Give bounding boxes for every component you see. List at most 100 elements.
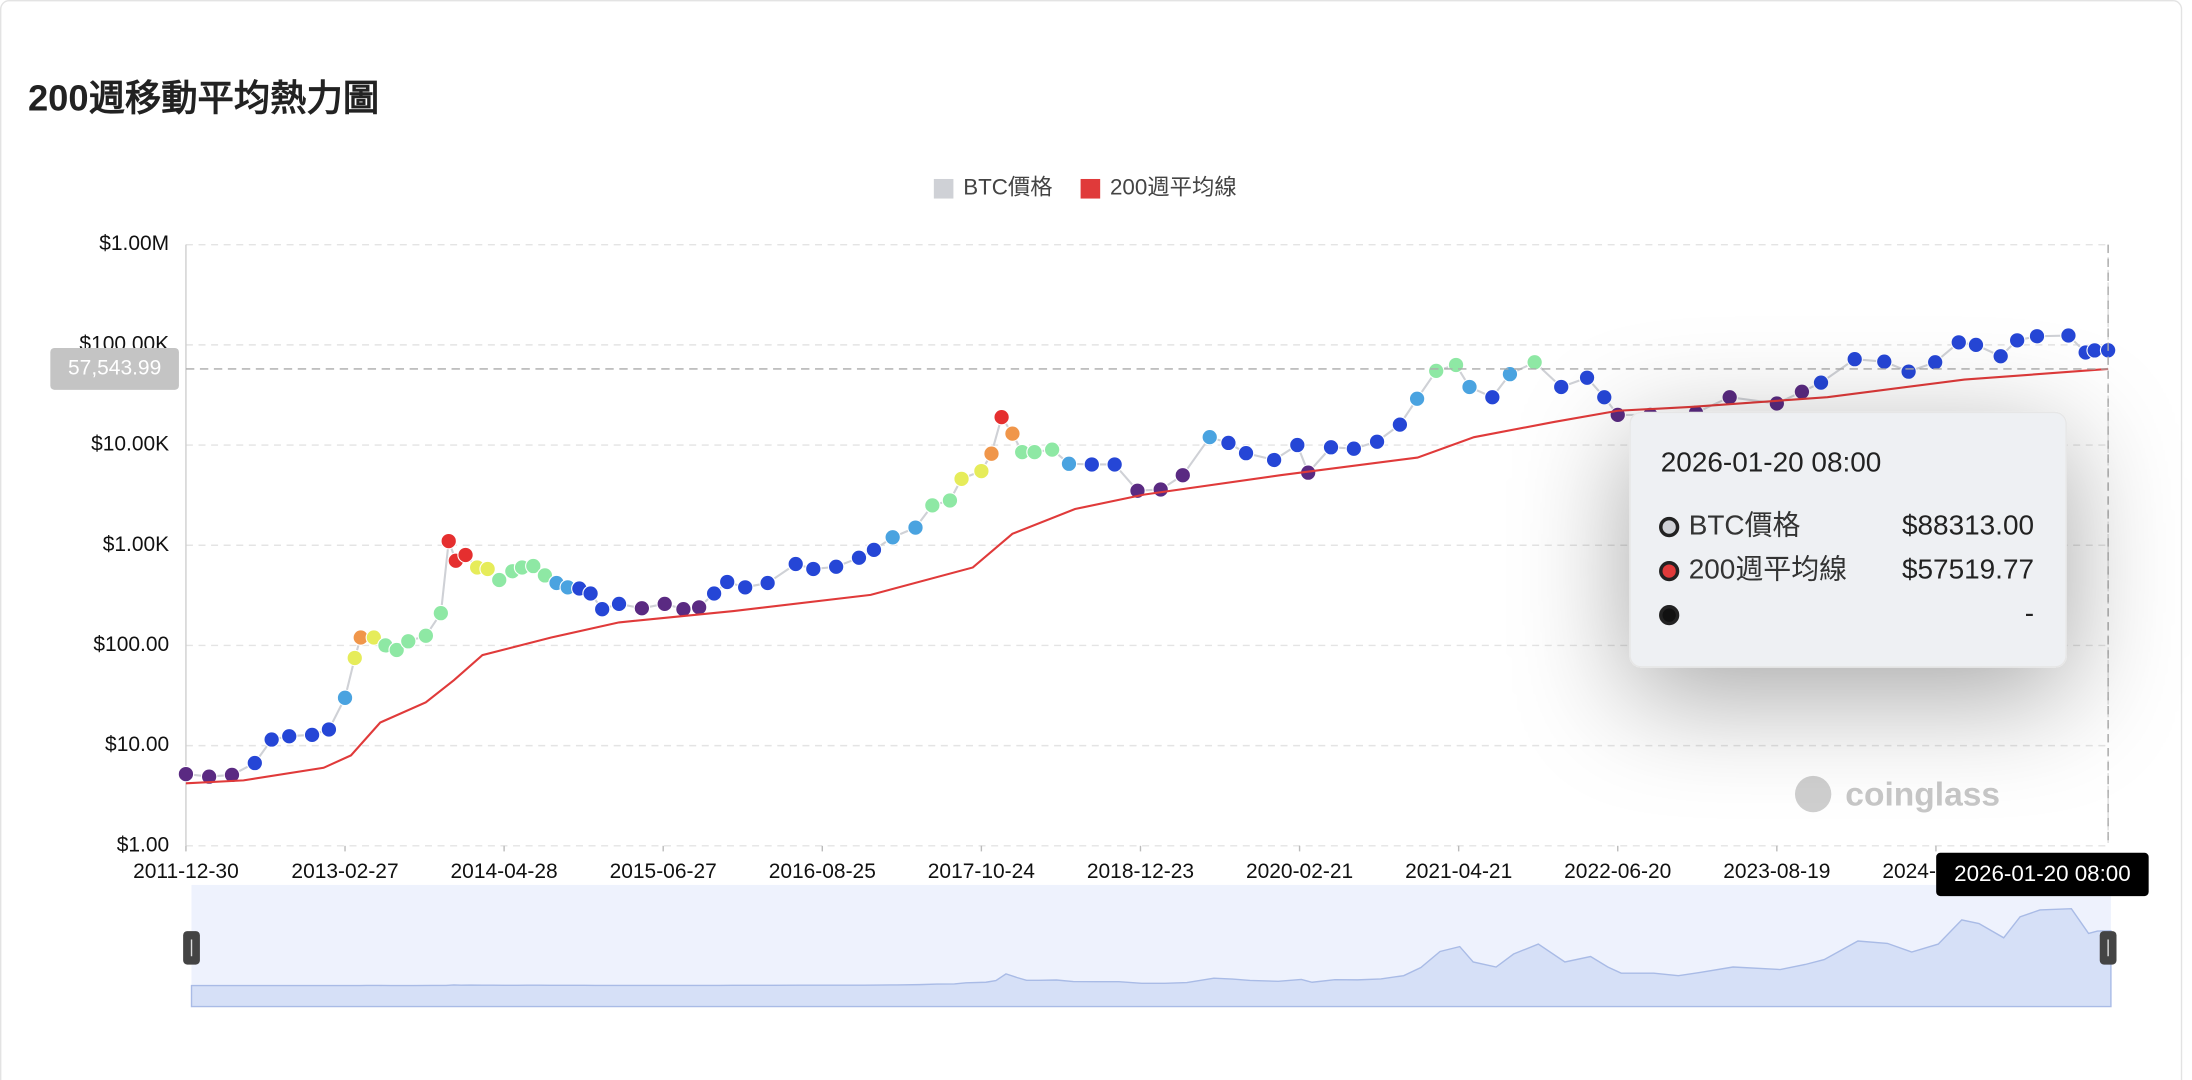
heat-dot bbox=[690, 599, 708, 616]
heat-dot bbox=[973, 462, 990, 480]
heat-dot bbox=[1793, 383, 1811, 401]
heat-dot bbox=[1201, 428, 1218, 446]
heat-dot bbox=[953, 470, 970, 488]
watermark: coinglass bbox=[1845, 777, 2000, 814]
heat-dot bbox=[320, 721, 338, 738]
heat-dot bbox=[200, 768, 218, 785]
y-tick-label: $10.00 bbox=[105, 733, 169, 756]
heat-dot bbox=[1578, 369, 1596, 386]
heat-dot bbox=[303, 726, 321, 744]
tooltip-value: $88313.00 bbox=[1902, 509, 2034, 540]
heat-dot bbox=[1322, 439, 1340, 456]
tooltip-dot bbox=[1659, 516, 1680, 538]
crosshair-x-box bbox=[1936, 852, 2149, 897]
watermark-logo bbox=[1794, 775, 1832, 813]
y-tick-label: $1.00K bbox=[103, 533, 169, 556]
heat-dot bbox=[850, 549, 868, 567]
heat-dot bbox=[1152, 481, 1169, 498]
heat-dot bbox=[177, 765, 195, 783]
x-tick-label: 2022-06-20 bbox=[1564, 860, 1671, 883]
heat-dot bbox=[1900, 363, 1917, 380]
heat-dot bbox=[1026, 443, 1043, 461]
heat-dot bbox=[1812, 374, 1830, 391]
heat-dot bbox=[865, 541, 883, 559]
x-tick-label: 2021-04-21 bbox=[1405, 860, 1512, 883]
x-tick-label: 2014-04-28 bbox=[451, 860, 558, 883]
heat-dot bbox=[1106, 456, 1123, 473]
heat-dot bbox=[536, 567, 554, 584]
y-tick-label: $1.00 bbox=[117, 833, 169, 856]
heat-dot bbox=[924, 497, 941, 514]
tooltip-name: 200週平均線 bbox=[1689, 553, 1847, 584]
heat-dot bbox=[1484, 389, 1501, 406]
heat-dot bbox=[1060, 455, 1078, 473]
x-tick-label: 2018-12-23 bbox=[1087, 860, 1194, 883]
heat-dot bbox=[1950, 334, 1968, 351]
x-tick-label: 2016-08-25 bbox=[769, 860, 876, 883]
heat-dot bbox=[1043, 441, 1061, 458]
heat-dot bbox=[1461, 378, 1478, 396]
heat-dot bbox=[223, 766, 241, 784]
heat-dot bbox=[656, 595, 673, 613]
zoom-area bbox=[190, 907, 2112, 1008]
x-tick-label: 2023-08-19 bbox=[1723, 860, 1830, 883]
legend: BTC價格 200週平均線 bbox=[933, 175, 1237, 200]
heat-dot bbox=[718, 573, 736, 591]
heat-dot bbox=[787, 555, 804, 573]
heat-dot bbox=[246, 754, 264, 772]
heat-dot bbox=[1004, 425, 1021, 442]
tooltip-title: 2026-01-20 08:00 bbox=[1661, 447, 1882, 478]
heat-dot bbox=[1768, 395, 1786, 412]
crosshair-y-label: 57,543.99 bbox=[68, 356, 161, 379]
heat-dot bbox=[907, 519, 924, 536]
heat-dot bbox=[457, 546, 474, 564]
heat-dot bbox=[1083, 456, 1101, 473]
x-tick-label: 2013-02-27 bbox=[291, 860, 398, 883]
heat-dot bbox=[1967, 336, 1985, 354]
heat-dot bbox=[432, 604, 450, 622]
heat-dot bbox=[1596, 389, 1613, 406]
heat-dot bbox=[1265, 451, 1283, 469]
heat-dot bbox=[388, 641, 405, 659]
heat-dot bbox=[736, 579, 754, 596]
tooltip-dot bbox=[1659, 605, 1680, 626]
legend-swatch bbox=[933, 178, 954, 199]
legend-swatch bbox=[1080, 178, 1101, 199]
heat-dot bbox=[1345, 440, 1363, 457]
heat-dot bbox=[1368, 433, 1386, 450]
tooltip-dot bbox=[1659, 560, 1680, 582]
heat-dot bbox=[1408, 390, 1426, 407]
heat-dot bbox=[1447, 356, 1465, 374]
heat-dot bbox=[1526, 354, 1543, 371]
tooltip: 2026-01-20 08:00 BTC價格 $88313.00 200週平均線 $57… bbox=[1629, 411, 2067, 668]
heat-dot bbox=[1501, 365, 1519, 383]
crosshair-y-box bbox=[50, 347, 179, 390]
heat-dot bbox=[263, 731, 280, 748]
heat-dot bbox=[1721, 389, 1738, 406]
heat-dot bbox=[280, 728, 298, 745]
heat-dot bbox=[336, 689, 354, 707]
heat-dot bbox=[582, 585, 599, 602]
heat-dot bbox=[983, 445, 1000, 462]
heat-dot bbox=[827, 558, 845, 575]
y-tick-label: $1.00M bbox=[99, 232, 169, 255]
heat-dot bbox=[1237, 444, 1255, 462]
tooltip-value: - bbox=[2025, 598, 2034, 629]
heat-dot bbox=[610, 595, 628, 613]
heat-dot bbox=[365, 629, 383, 646]
chart-title: 200週移動平均熱力圖 bbox=[28, 77, 379, 118]
heat-dot bbox=[593, 600, 611, 618]
heat-dot bbox=[1552, 378, 1570, 396]
heat-dot bbox=[2060, 327, 2077, 344]
heat-dot bbox=[1289, 436, 1306, 454]
x-tick-label: 2011-12-30 bbox=[133, 860, 239, 883]
heat-dot bbox=[1926, 354, 1944, 371]
heat-dot bbox=[884, 529, 901, 546]
heat-dot bbox=[993, 408, 1010, 426]
y-tick-label: $10.00K bbox=[91, 433, 169, 456]
x-tick-label: 2015-06-27 bbox=[610, 860, 717, 883]
heat-dot bbox=[2008, 332, 2026, 349]
heat-dot bbox=[400, 633, 417, 650]
